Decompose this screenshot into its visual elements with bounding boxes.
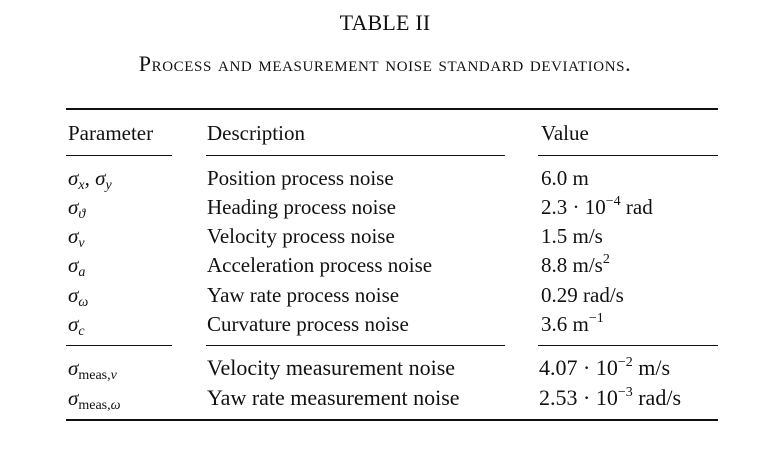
parameter-description: Position process noise	[207, 166, 394, 190]
parameter-symbol: σc	[68, 312, 85, 339]
parameter-description: Velocity process noise	[207, 224, 395, 248]
header-description: Description	[207, 121, 305, 145]
parameter-value: 6.0 m	[541, 166, 589, 190]
header-value: Value	[541, 121, 589, 145]
parameter-symbol: σω	[68, 283, 89, 310]
header-rule-value	[538, 155, 718, 156]
parameter-symbol: σmeas,v	[68, 356, 117, 383]
header-rule-parameter	[66, 155, 172, 156]
parameter-symbol: σa	[68, 253, 86, 280]
parameter-value: 0.29 rad/s	[541, 283, 624, 307]
section-rule-value	[538, 345, 718, 346]
parameter-symbol: σmeas,ω	[68, 386, 121, 413]
parameter-value: 8.8 m/s2	[541, 252, 610, 278]
parameter-description: Curvature process noise	[207, 312, 409, 336]
parameter-symbol: σv	[68, 224, 85, 251]
parameter-value: 2.53 · 10−3 rad/s	[539, 385, 681, 410]
parameter-value: 1.5 m/s	[541, 224, 603, 248]
bottom-rule	[66, 419, 718, 421]
header-parameter: Parameter	[68, 121, 154, 145]
parameter-description: Velocity measurement noise	[207, 355, 456, 380]
parameter-value: 3.6 m−1	[541, 311, 604, 337]
parameter-symbol: σx, σy	[68, 166, 112, 193]
parameter-value: 2.3 · 10−4 rad	[541, 194, 653, 220]
parameter-symbol: σϑ	[68, 195, 86, 222]
section-rule-description	[206, 345, 505, 346]
table-caption: Process and measurement noise standard d…	[138, 51, 632, 76]
parameter-description: Heading process noise	[207, 195, 396, 219]
parameter-description: Yaw rate process noise	[207, 283, 400, 307]
parameter-value: 4.07 · 10−2 m/s	[539, 355, 671, 380]
header-rule-description	[206, 155, 505, 156]
section-rule-parameter	[66, 345, 172, 346]
parameter-description: Acceleration process noise	[207, 253, 433, 277]
parameter-description: Yaw rate measurement noise	[207, 385, 460, 410]
table-label: TABLE II	[339, 10, 431, 35]
top-rule	[66, 108, 718, 110]
